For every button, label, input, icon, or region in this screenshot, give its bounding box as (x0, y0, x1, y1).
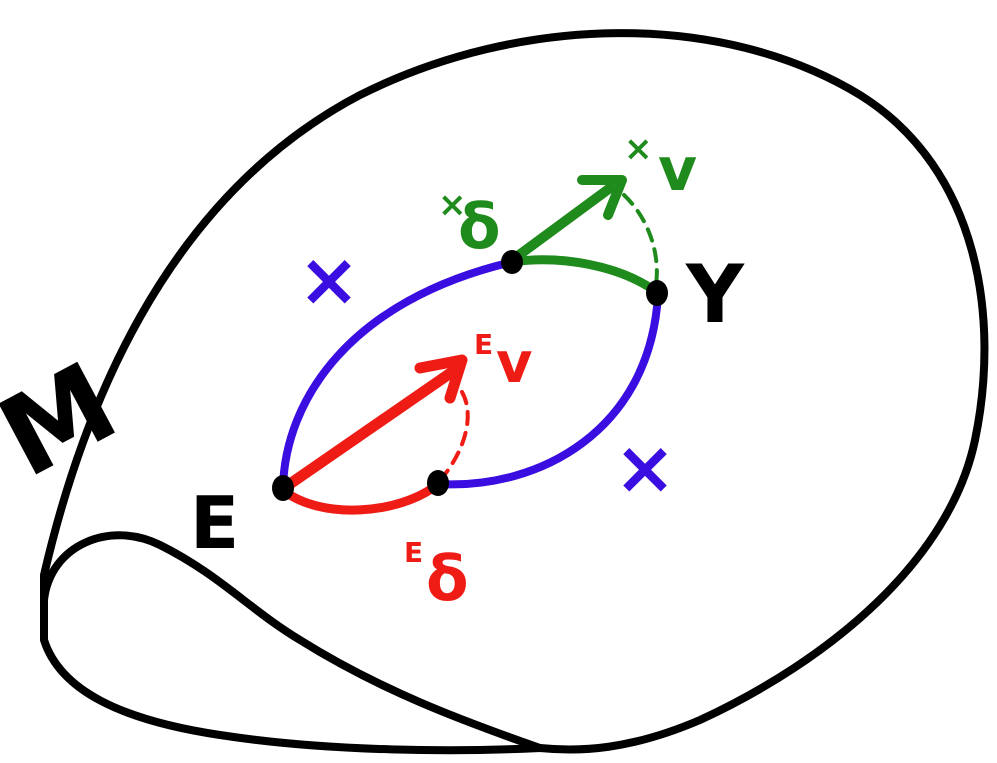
label-red-v: v (496, 331, 533, 396)
green-arrow-shaft (510, 183, 615, 263)
green-curve (507, 255, 663, 298)
point-y-dot (646, 280, 668, 306)
red-arrow-head (414, 354, 468, 404)
blue-geodesic-lower (434, 291, 662, 489)
label-blue-x-lower: × (614, 425, 676, 511)
red-dashed-line (440, 390, 470, 480)
label-green-v-sup: × (624, 129, 653, 169)
red-arrow-shaft (281, 366, 458, 492)
point-lower-dot (427, 470, 449, 496)
point-top-dot (501, 250, 523, 274)
blue-geodesic-upper (279, 258, 516, 492)
green-arrow-head (577, 175, 627, 220)
manifold-outline (40, 29, 989, 755)
label-green-v: v (658, 135, 697, 205)
label-green-delta-sup: × (438, 185, 467, 225)
label-point-e: E (190, 481, 239, 565)
label-red-delta-sup: E (404, 536, 423, 569)
label-point-y: Y (685, 248, 745, 341)
green-dashed-line (622, 193, 659, 287)
point-e-dot (272, 475, 294, 501)
red-curve (278, 479, 443, 515)
label-red-delta: δ (426, 542, 469, 615)
label-green-delta: δ (458, 190, 501, 263)
manifold-fold (40, 531, 544, 752)
label-blue-x-upper: × (298, 237, 360, 323)
label-red-v-sup: E (474, 328, 493, 361)
